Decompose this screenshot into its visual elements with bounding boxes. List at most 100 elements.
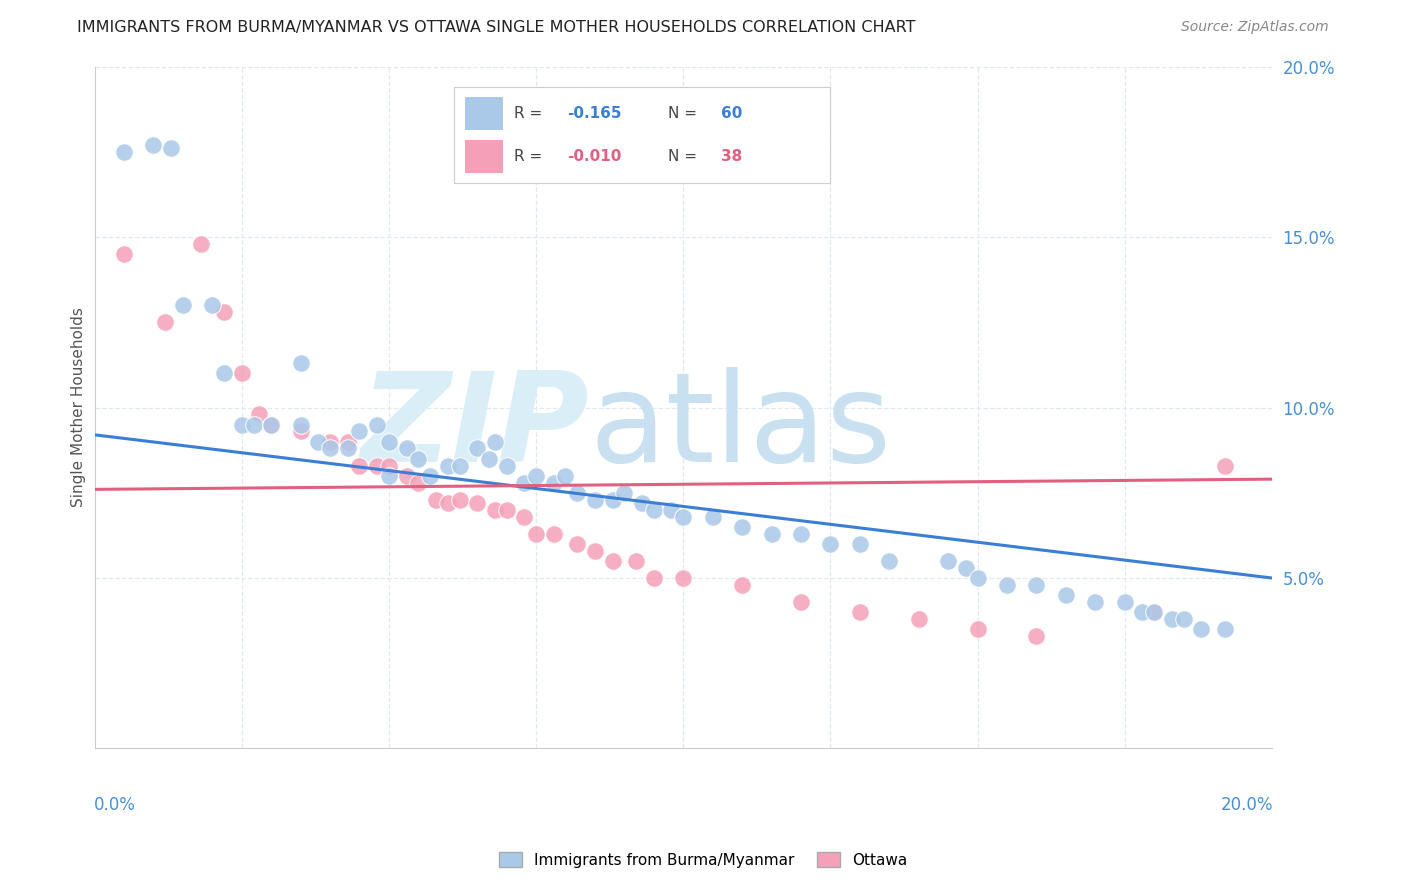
Text: 0.0%: 0.0% [93, 797, 135, 814]
Point [1160, 612, 1182, 626]
Point [1025, 578, 1047, 592]
Point [366, 417, 388, 432]
Point [231, 417, 253, 432]
Point [966, 622, 988, 636]
Point [378, 468, 401, 483]
Point [231, 367, 253, 381]
Point [1130, 605, 1153, 619]
Point [436, 458, 458, 473]
Point [336, 434, 359, 449]
Point [524, 526, 547, 541]
Point [319, 434, 342, 449]
Point [524, 468, 547, 483]
Point [731, 520, 754, 534]
Point [1143, 605, 1166, 619]
Point [495, 503, 517, 517]
Point [790, 595, 813, 609]
Text: atlas: atlas [589, 368, 891, 489]
Point [583, 492, 606, 507]
Point [849, 537, 872, 551]
Point [907, 612, 929, 626]
Point [543, 526, 565, 541]
Point [624, 554, 647, 568]
Point [478, 451, 501, 466]
Point [877, 554, 900, 568]
Point [672, 509, 695, 524]
Point [112, 145, 135, 159]
Point [613, 485, 636, 500]
Text: Source: ZipAtlas.com: Source: ZipAtlas.com [1181, 20, 1329, 34]
Point [290, 417, 312, 432]
Point [995, 578, 1018, 592]
Point [513, 475, 536, 490]
Point [567, 537, 589, 551]
Point [349, 458, 371, 473]
Point [513, 509, 536, 524]
Point [247, 408, 270, 422]
Point [849, 605, 872, 619]
Point [1084, 595, 1107, 609]
Point [160, 141, 183, 155]
Point [820, 537, 842, 551]
Point [631, 496, 654, 510]
Point [212, 367, 235, 381]
Y-axis label: Single Mother Households: Single Mother Households [72, 308, 86, 508]
Point [672, 571, 695, 585]
Text: 20.0%: 20.0% [1220, 797, 1272, 814]
Point [212, 305, 235, 319]
Point [142, 138, 165, 153]
Point [643, 571, 665, 585]
Point [602, 492, 624, 507]
Point [336, 442, 359, 456]
Point [790, 526, 813, 541]
Point [419, 468, 441, 483]
Point [260, 417, 283, 432]
Point [366, 458, 388, 473]
Point [408, 475, 430, 490]
Point [936, 554, 959, 568]
Point [290, 425, 312, 439]
Point [449, 458, 471, 473]
Point [201, 298, 224, 312]
Point [761, 526, 783, 541]
Point [465, 496, 488, 510]
Point [449, 492, 471, 507]
Point [1143, 605, 1166, 619]
Point [190, 236, 212, 251]
Point [567, 485, 589, 500]
Point [702, 509, 724, 524]
Point [661, 503, 683, 517]
Point [319, 442, 342, 456]
Point [260, 417, 283, 432]
Point [290, 356, 312, 370]
Point [465, 442, 488, 456]
Point [484, 503, 506, 517]
Point [425, 492, 447, 507]
Point [602, 554, 624, 568]
Point [408, 451, 430, 466]
Point [172, 298, 194, 312]
Point [378, 458, 401, 473]
Point [1114, 595, 1136, 609]
Point [543, 475, 565, 490]
Point [1213, 622, 1236, 636]
Point [155, 315, 177, 329]
Point [1173, 612, 1195, 626]
Text: ZIP: ZIP [360, 368, 589, 489]
Point [554, 468, 576, 483]
Point [112, 247, 135, 261]
Point [395, 442, 418, 456]
Point [966, 571, 988, 585]
Point [495, 458, 517, 473]
Legend: Immigrants from Burma/Myanmar, Ottawa: Immigrants from Burma/Myanmar, Ottawa [492, 846, 914, 873]
Point [484, 434, 506, 449]
Point [955, 561, 977, 575]
Point [1025, 629, 1047, 643]
Point [1054, 588, 1077, 602]
Text: IMMIGRANTS FROM BURMA/MYANMAR VS OTTAWA SINGLE MOTHER HOUSEHOLDS CORRELATION CHA: IMMIGRANTS FROM BURMA/MYANMAR VS OTTAWA … [77, 20, 915, 35]
Point [395, 468, 418, 483]
Point [349, 425, 371, 439]
Point [643, 503, 665, 517]
Point [307, 434, 329, 449]
Point [436, 496, 458, 510]
